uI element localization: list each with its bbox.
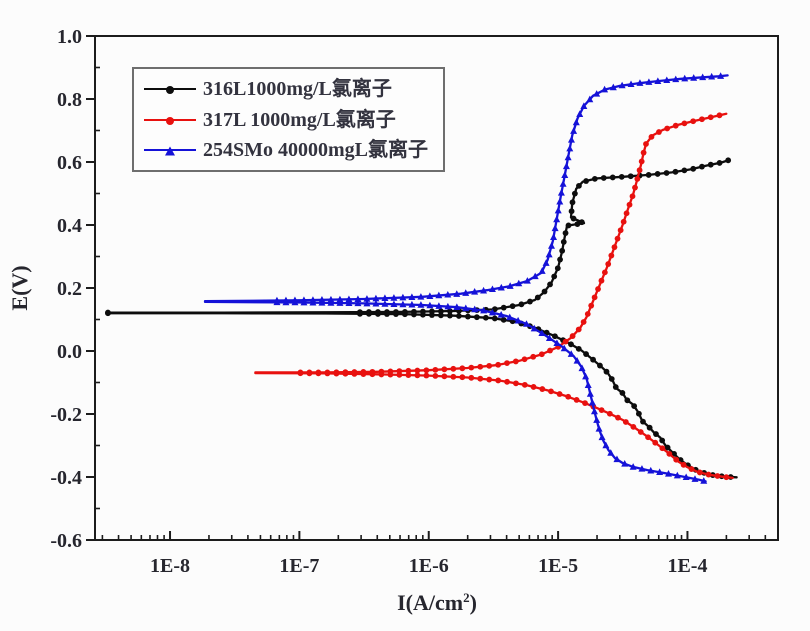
svg-text:0.6: 0.6	[57, 152, 82, 174]
x-axis-label-text: I(A/cm	[397, 590, 464, 616]
svg-text:1E-5: 1E-5	[538, 555, 578, 577]
svg-text:1E-7: 1E-7	[279, 555, 319, 577]
svg-text:1E-4: 1E-4	[667, 555, 707, 577]
triangle-marker-icon	[165, 146, 175, 156]
legend-label: 316L1000mg/L氯离子	[203, 77, 392, 100]
svg-text:0.2: 0.2	[57, 278, 82, 300]
circle-marker-icon	[166, 85, 174, 94]
legend-line-sample	[144, 85, 196, 94]
legend-entry-316l: 316L1000mg/L氯离子	[144, 75, 435, 103]
legend-line-sample	[144, 116, 196, 125]
x-axis-label-exponent: 2	[463, 589, 470, 605]
svg-text:0.8: 0.8	[57, 89, 82, 111]
svg-text:0.4: 0.4	[57, 215, 82, 237]
legend-label: 254SMo 40000mgL氯离子	[203, 139, 428, 162]
svg-text:1.0: 1.0	[57, 26, 82, 48]
svg-text:1E-6: 1E-6	[409, 555, 449, 577]
svg-text:-0.4: -0.4	[50, 467, 82, 489]
legend: 316L1000mg/L氯离子 317L 1000mg/L氯离子 254SMo …	[132, 67, 445, 172]
svg-text:-0.2: -0.2	[50, 404, 82, 426]
svg-text:1E-8: 1E-8	[150, 555, 190, 577]
y-axis-label: E(V)	[7, 265, 32, 311]
x-axis-label: I(A/cm2)	[397, 590, 477, 616]
legend-line-sample	[144, 146, 196, 156]
circle-marker-icon	[166, 116, 174, 125]
legend-entry-317l: 317L 1000mg/L氯离子	[144, 106, 435, 134]
legend-entry-254smo: 254SMo 40000mgL氯离子	[144, 136, 435, 164]
svg-text:0.0: 0.0	[57, 341, 82, 363]
svg-text:-0.6: -0.6	[50, 530, 82, 552]
x-axis-label-close: )	[469, 590, 477, 616]
legend-label: 317L 1000mg/L氯离子	[203, 108, 396, 131]
